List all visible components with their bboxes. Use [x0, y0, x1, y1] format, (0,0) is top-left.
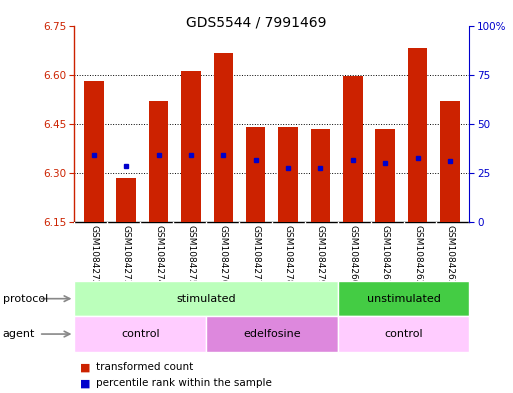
Bar	[116, 178, 136, 222]
Text: stimulated: stimulated	[176, 294, 236, 304]
Text: GSM1084260: GSM1084260	[348, 225, 358, 285]
Bar	[311, 129, 330, 222]
Bar	[408, 48, 427, 222]
Bar	[74, 281, 338, 316]
Bar	[181, 72, 201, 222]
Text: transformed count: transformed count	[96, 362, 194, 373]
Text: GSM1084272: GSM1084272	[89, 225, 98, 285]
Bar	[376, 129, 395, 222]
Text: protocol: protocol	[3, 294, 48, 304]
Text: GSM1084279: GSM1084279	[316, 225, 325, 285]
Text: percentile rank within the sample: percentile rank within the sample	[96, 378, 272, 388]
Bar	[246, 127, 265, 222]
Text: GSM1084261: GSM1084261	[381, 225, 390, 285]
Text: control: control	[384, 329, 423, 339]
Bar	[149, 101, 168, 222]
Text: GSM1084273: GSM1084273	[122, 225, 131, 285]
Bar	[213, 53, 233, 222]
Text: control: control	[121, 329, 160, 339]
Text: GSM1084277: GSM1084277	[251, 225, 260, 285]
Bar	[74, 316, 206, 352]
Bar	[206, 316, 338, 352]
Text: GSM1084262: GSM1084262	[413, 225, 422, 285]
Text: GDS5544 / 7991469: GDS5544 / 7991469	[186, 16, 327, 30]
Bar	[440, 101, 460, 222]
Bar	[279, 127, 298, 222]
Text: edelfosine: edelfosine	[243, 329, 301, 339]
Text: GSM1084263: GSM1084263	[445, 225, 455, 285]
Bar	[84, 81, 104, 222]
Bar	[338, 316, 469, 352]
Bar	[343, 76, 363, 222]
Text: GSM1084278: GSM1084278	[284, 225, 292, 285]
Text: GSM1084274: GSM1084274	[154, 225, 163, 285]
Text: GSM1084275: GSM1084275	[186, 225, 195, 285]
Text: ■: ■	[80, 378, 90, 388]
Text: GSM1084276: GSM1084276	[219, 225, 228, 285]
Text: unstimulated: unstimulated	[367, 294, 441, 304]
Bar	[338, 281, 469, 316]
Text: ■: ■	[80, 362, 90, 373]
Text: agent: agent	[3, 329, 35, 339]
